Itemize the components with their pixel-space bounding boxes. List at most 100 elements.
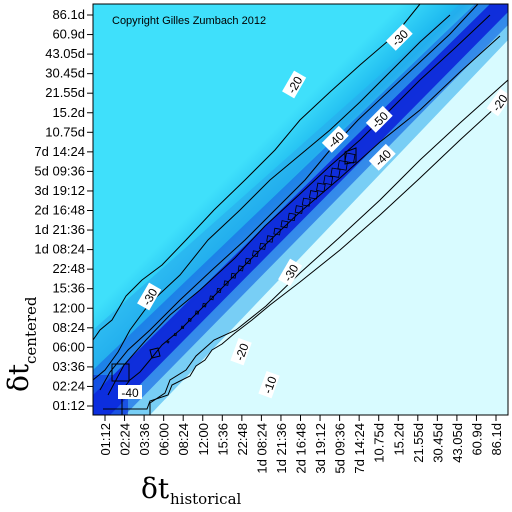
x-tick-label: 86.1d: [489, 423, 504, 456]
y-tick-label: 08:24: [52, 320, 85, 335]
x-tick-label: 06:00: [157, 423, 172, 456]
y-tick-label: 22:48: [52, 261, 85, 276]
x-tick-label: 7d 14:24: [352, 423, 367, 474]
x-tick-label: 03:36: [137, 423, 152, 456]
x-tick-label: 08:24: [176, 423, 191, 456]
y-tick-label: 01:12: [52, 398, 85, 413]
x-tick-label: 01:12: [98, 423, 113, 456]
y-tick-label: 2d 16:48: [34, 203, 85, 218]
x-tick-label: 3d 19:12: [313, 423, 328, 474]
contour-label-bg: [230, 337, 252, 366]
contour-label-bg: [365, 105, 393, 133]
contour-loop: [252, 250, 259, 258]
contour-label-bg: [118, 385, 142, 399]
contour-minus20-lower: [149, 79, 509, 415]
contour-loop: [294, 205, 304, 214]
plot-area: [93, 4, 508, 415]
contour-loop: [166, 340, 170, 344]
contour-loop: [280, 220, 289, 229]
contour-minus40-lower: [107, 14, 491, 396]
contour-loop: [244, 257, 252, 265]
contour-minus10: [103, 95, 509, 410]
x-tick-label: 10.75d: [372, 423, 387, 463]
contour-minus40-upper: [99, 3, 479, 391]
contour-loop: [337, 160, 349, 171]
contour-loop-1: [149, 347, 161, 359]
y-tick-label: 1d 21:36: [34, 222, 85, 237]
x-tick-label: 02:24: [118, 423, 133, 456]
x-tick-label: 2d 16:48: [294, 423, 309, 474]
contour-label-bg: [137, 282, 162, 311]
contour-label-bg: [258, 370, 280, 399]
contour-lines: [92, 3, 509, 415]
copyright-text: Copyright Gilles Zumbach 2012: [112, 15, 266, 27]
y-tick-label: 06:00: [52, 339, 85, 354]
band-core: [93, 4, 508, 415]
y-tick-label: 15.2d: [52, 105, 85, 120]
x-tick-label: 15:36: [215, 423, 230, 456]
contour-loop: [266, 235, 274, 243]
contour-label: -10: [258, 370, 280, 399]
x-tick-label: 15.2d: [391, 423, 406, 456]
contour-loop: [301, 197, 311, 207]
contour-loop: [259, 242, 267, 250]
contour-minus20-upper: [92, 3, 421, 341]
x-tick-label: 22:48: [235, 423, 250, 456]
y-tick-label: 21.55d: [45, 85, 85, 100]
x-axis-subscript: historical: [170, 490, 242, 508]
diagonal-loops: [166, 152, 356, 344]
contour-label-bg: [486, 88, 512, 117]
contour-labels: -10-20-20-20-30-30-30-40-40-40-50: [118, 23, 512, 400]
x-axis-ticks: 01:12 02:24 03:36 06:00 08:24 12:00 15:36 22:48…: [98, 415, 504, 474]
y-axis-ticks: 01:12 02:24 03:36 06:00 08:24 12:00 15:36 22:48…: [34, 7, 93, 413]
y-tick-label: 7d 14:24: [34, 144, 85, 159]
x-axis-title: δt historical: [141, 472, 242, 508]
y-tick-label: 43.05d: [45, 46, 85, 61]
contour-box-small: [111, 363, 130, 382]
contour-loop: [173, 333, 177, 337]
contour-label-bg: [368, 143, 396, 171]
y-axis-symbol: δt: [2, 363, 35, 392]
contour-label: -40: [118, 385, 142, 400]
contour-loop: [209, 295, 215, 301]
x-tick-label: 12:00: [196, 423, 211, 456]
contour-loop: [223, 280, 229, 286]
y-tick-label: 3d 19:12: [34, 183, 85, 198]
contour-loop: [323, 175, 334, 186]
y-tick-label: 5d 09:36: [34, 163, 85, 178]
contour-label-bg: [282, 70, 307, 99]
contour-label-text: -40: [121, 386, 139, 400]
contour-label-bg: [385, 23, 413, 51]
y-tick-label: 30.45d: [45, 66, 85, 81]
contour-label-text: -10: [260, 374, 279, 395]
y-tick-label: 03:36: [52, 359, 85, 374]
contour-minus30-upper: [92, 14, 451, 381]
contour-loop: [187, 318, 192, 322]
contour-label-text: -20: [232, 341, 251, 362]
contour-loop: [273, 227, 282, 236]
contour-loop: [216, 287, 222, 294]
contour-label-bg: [321, 125, 349, 153]
y-tick-label: 15:36: [52, 281, 85, 296]
y-axis-subscript: centered: [22, 296, 40, 364]
contour-loop: [237, 265, 244, 272]
contour-loop: [308, 190, 319, 200]
x-tick-label: 30.45d: [430, 423, 445, 463]
y-tick-label: 02:24: [52, 378, 85, 393]
y-tick-label: 10.75d: [45, 124, 85, 139]
contour-loop: [195, 310, 200, 315]
y-tick-label: 86.1d: [52, 7, 85, 22]
y-tick-label: 12:00: [52, 300, 85, 315]
contour-loop: [230, 272, 237, 279]
contour-label-bg: [278, 258, 303, 287]
x-axis-symbol: δt: [141, 472, 170, 505]
contour-minus30-lower: [121, 35, 501, 415]
x-tick-label: 5d 09:36: [333, 423, 348, 474]
contour-loop: [316, 182, 326, 193]
contour-loop: [202, 302, 207, 308]
contour-label: -20: [230, 337, 252, 366]
x-tick-label: 21.55d: [411, 423, 426, 463]
contour-loop: [344, 152, 356, 164]
x-tick-label: 43.05d: [450, 423, 465, 463]
